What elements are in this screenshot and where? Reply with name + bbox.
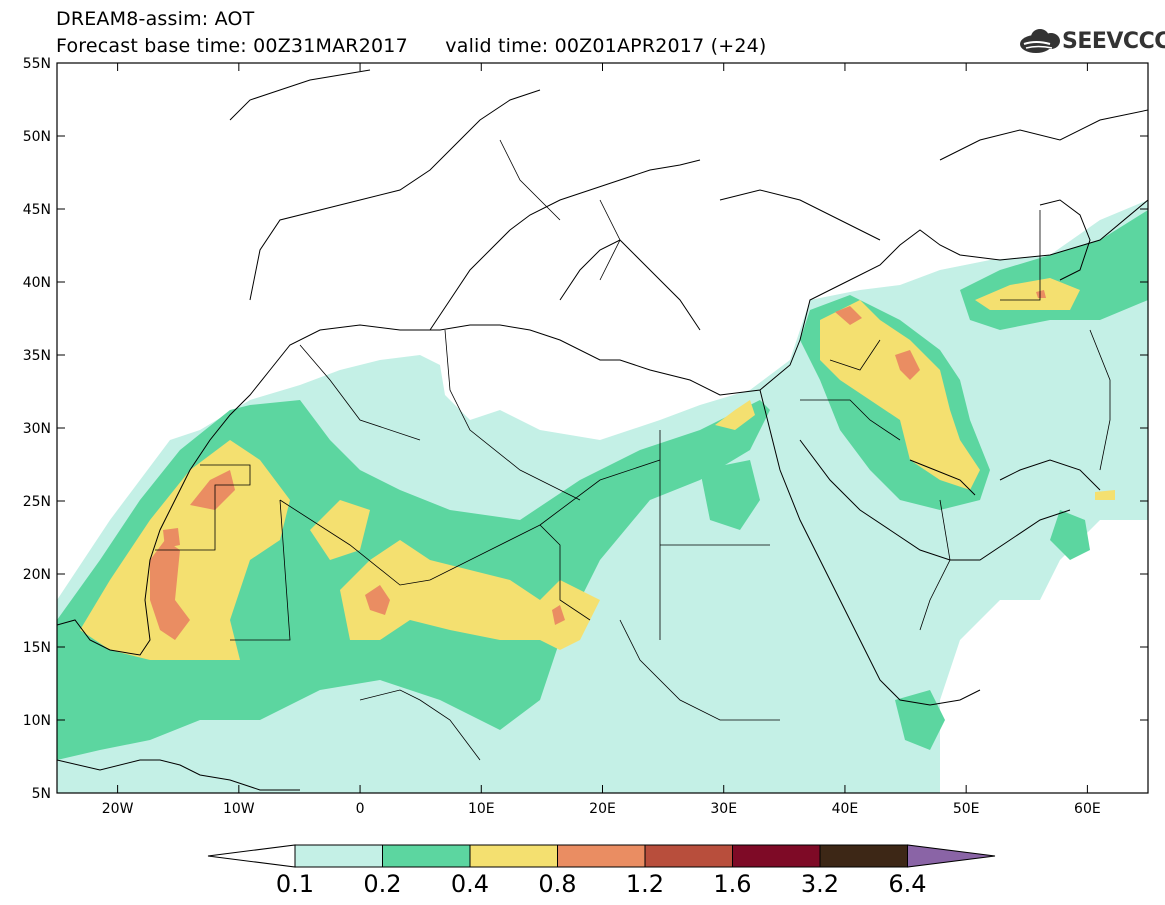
forecast-time-subtitle: Forecast base time: 00Z31MAR2017 valid t… — [56, 35, 767, 57]
colorbar-label: 3.2 — [801, 870, 839, 898]
aot-field — [57, 200, 1148, 793]
colorbar-low-arrow — [207, 844, 296, 868]
colorbar-label: 0.1 — [276, 870, 314, 898]
lat-tick-label: 55N — [23, 56, 51, 72]
cloud-logo-icon — [1020, 29, 1060, 53]
colorbar-swatch — [382, 844, 471, 868]
lat-tick-label: 25N — [23, 494, 51, 510]
lon-tick-label: 40E — [832, 801, 859, 817]
colorbar-high-arrow — [907, 844, 996, 868]
coastlines — [57, 69, 1148, 791]
lon-tick-label: 10E — [468, 801, 495, 817]
lon-tick-label: 20W — [102, 801, 134, 817]
logo-wordmark: SEEVCCC — [1062, 29, 1165, 54]
lat-tick-label: 20N — [23, 567, 51, 583]
colorbar-swatch — [469, 844, 558, 868]
axis-ticks: 55N 50N 45N 40N 35N 30N 25N 20N 15N 10N 5N 20W 10W 0 1… — [23, 56, 1148, 817]
colorbar-swatch — [732, 844, 821, 868]
colorbar-legend: 0.1 0.2 0.4 0.8 1.2 1.6 3.2 6.4 — [207, 844, 996, 898]
colorbar-swatch — [557, 844, 646, 868]
aot-level-0.8-1.2 — [150, 290, 1046, 640]
country-borders — [155, 139, 1111, 761]
lat-tick-label: 45N — [23, 202, 51, 218]
colorbar-swatch — [294, 844, 383, 868]
colorbar-label: 1.6 — [713, 870, 751, 898]
lon-tick-label: 10W — [223, 801, 255, 817]
lon-tick-label: 20E — [589, 801, 616, 817]
colorbar-swatch — [819, 844, 908, 868]
colorbar-label: 6.4 — [888, 870, 926, 898]
lat-tick-label: 35N — [23, 348, 51, 364]
lon-tick-label: 30E — [710, 801, 737, 817]
colorbar-label: 0.4 — [451, 870, 489, 898]
lon-tick-label: 50E — [953, 801, 980, 817]
lat-tick-label: 10N — [23, 713, 51, 729]
colorbar-label: 1.2 — [626, 870, 664, 898]
lon-tick-label: 60E — [1074, 801, 1101, 817]
lat-tick-label: 15N — [23, 640, 51, 656]
lat-tick-label: 5N — [32, 786, 51, 802]
colorbar-label: 0.2 — [363, 870, 401, 898]
colorbar-swatch — [644, 844, 733, 868]
map-title: DREAM8-assim: AOT — [56, 8, 255, 30]
lat-tick-label: 30N — [23, 421, 51, 437]
lon-tick-label: 0 — [356, 801, 365, 817]
lat-tick-label: 40N — [23, 275, 51, 291]
colorbar-label: 0.8 — [538, 870, 576, 898]
lat-tick-label: 50N — [23, 129, 51, 145]
